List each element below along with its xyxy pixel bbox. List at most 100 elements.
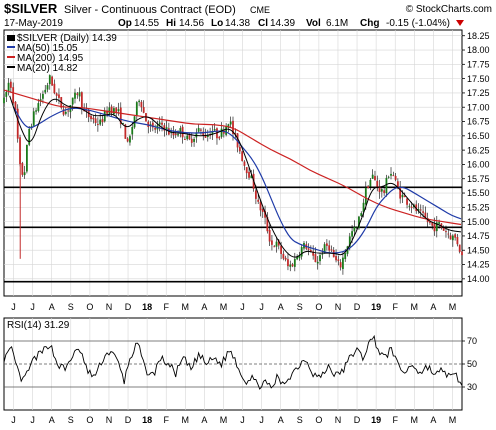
candle-body-151	[348, 236, 351, 247]
candle-body-91	[211, 131, 214, 135]
candle-body-117	[271, 240, 273, 245]
candle-body-106	[245, 167, 248, 174]
candle-body-159	[367, 186, 370, 189]
candle-body-142	[328, 245, 331, 251]
candle-body-22	[53, 83, 56, 94]
month-label-top-22: A	[430, 302, 436, 312]
month-label-bottom-21: M	[411, 415, 419, 425]
ma50-line	[12, 106, 462, 254]
candle-body-199	[458, 244, 461, 252]
legend-item-ma50: MA(50) 15.05	[7, 43, 78, 54]
candle-body-80	[186, 135, 189, 140]
candle-body-173	[399, 187, 402, 199]
contract-name: Silver - Continuous Contract (EOD)	[64, 4, 236, 16]
candle-body-189	[435, 222, 438, 232]
candle-body-198	[456, 236, 459, 245]
candle-body-130	[300, 247, 303, 257]
month-label-top-1: J	[30, 302, 35, 312]
candle-body-196	[451, 235, 454, 241]
month-label-bottom-14: A	[278, 415, 284, 425]
candle-body-170	[392, 175, 395, 177]
candle-body-182	[419, 209, 422, 211]
month-label-top-17: N	[335, 302, 342, 312]
candle-body-69	[161, 122, 163, 125]
price-gridlines	[4, 30, 462, 296]
month-label-bottom-9: M	[182, 415, 190, 425]
candle-body-46	[108, 107, 111, 114]
month-label-bottom-10: A	[201, 415, 207, 425]
candle-body-6	[16, 108, 19, 139]
price-tick-label-15: 14.50	[467, 245, 490, 255]
month-label-top-3: S	[68, 302, 74, 312]
rsi-legend: RSI(14) 31.29	[7, 320, 70, 331]
candle-body-45	[106, 110, 108, 114]
low-value: 14.38	[225, 18, 250, 29]
candle-body-8	[21, 162, 24, 175]
candle-body-30	[71, 97, 74, 105]
candle-body-50	[117, 109, 120, 112]
candle-body-86	[200, 129, 202, 131]
candle-body-71	[165, 127, 168, 130]
candle-body-27	[64, 111, 67, 114]
month-label-top-4: O	[86, 302, 93, 312]
candle-body-121	[280, 245, 282, 254]
month-labels-bottom: J J A S O N D 18 F M A M J J A S O N D 19 F M A M	[11, 415, 456, 425]
candle-body-134	[309, 249, 312, 252]
open-value: 14.55	[134, 18, 159, 29]
candle-body-11	[28, 128, 31, 145]
legend-label-ma200: MA(200) 14.95	[17, 53, 84, 64]
candle-body-181	[417, 209, 420, 211]
high-value: 14.56	[179, 18, 204, 29]
month-label-bottom-23: M	[449, 415, 457, 425]
candle-body-197	[454, 234, 457, 238]
candle-body-153	[353, 226, 356, 232]
close-label: Cl	[258, 18, 268, 29]
candle-body-160	[369, 179, 372, 187]
candle-body-60	[140, 101, 143, 108]
candle-body-38	[90, 115, 92, 120]
month-label-bottom-6: D	[125, 415, 132, 425]
rsi-panel-frame	[3, 317, 463, 411]
candle-body-143	[330, 249, 333, 251]
candle-body-82	[190, 138, 193, 143]
candle-body-83	[193, 139, 195, 142]
candle-body-68	[158, 122, 161, 125]
month-label-top-6: D	[125, 302, 132, 312]
candle-body-43	[101, 119, 104, 123]
candle-body-192	[442, 228, 445, 231]
candle-body-176	[406, 198, 408, 205]
month-label-top-15: S	[297, 302, 303, 312]
candle-body-19	[46, 85, 49, 90]
candle-body-175	[403, 195, 406, 198]
price-axis-ticks: 18.25 18.00 17.75 17.50 17.25 17.00 16.75 16.50…	[462, 31, 490, 284]
open-label: Op	[118, 18, 132, 29]
price-legend: $SILVER (Daily) 14.39 MA(50) 15.05 MA(20…	[7, 33, 117, 74]
candle-body-161	[371, 174, 374, 179]
month-label-top-18: D	[354, 302, 361, 312]
candle-body-138	[319, 255, 321, 262]
price-tick-label-16: 14.25	[467, 260, 490, 270]
candle-body-184	[424, 212, 427, 218]
candle-body-97	[225, 126, 228, 135]
candle-body-163	[376, 180, 379, 187]
candle-body-58	[135, 102, 138, 116]
candle-body-158	[364, 187, 367, 205]
candle-body-123	[284, 257, 287, 260]
month-label-bottom-8: F	[163, 415, 169, 425]
legend-item-ma200: MA(200) 14.95	[7, 53, 84, 64]
candle-body-84	[195, 132, 198, 138]
candle-body-137	[316, 261, 319, 264]
month-label-bottom-15: S	[297, 415, 303, 425]
candle-body-178	[410, 206, 413, 208]
candle-body-101	[234, 133, 237, 135]
month-label-bottom-19: 19	[371, 415, 381, 425]
price-panel: 18.25 18.00 17.75 17.50 17.25 17.00 16.75 16.50…	[3, 29, 490, 297]
month-label-top-13: J	[259, 302, 264, 312]
candle-body-85	[197, 127, 200, 132]
candle-body-59	[138, 100, 141, 103]
close-value: 14.39	[270, 18, 295, 29]
candle-body-152	[351, 231, 353, 237]
candle-body-74	[172, 132, 175, 136]
